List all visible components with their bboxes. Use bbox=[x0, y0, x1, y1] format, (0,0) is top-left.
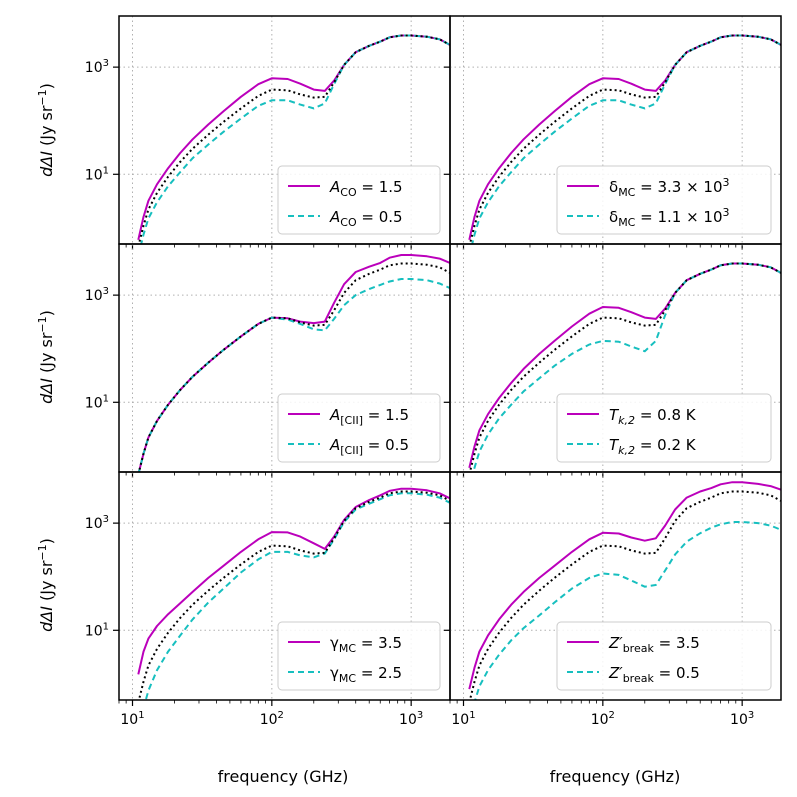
legend-entry: γMC = 2.5 bbox=[330, 664, 402, 685]
panel-T_k2: Tk,2 = 0.8 K Tk,2 = 0.2 K bbox=[444, 243, 782, 478]
series-line-fiducial bbox=[137, 34, 450, 244]
legend-box bbox=[556, 393, 772, 463]
y-axis-label-row-1: dΔI (Jy sr−1) bbox=[36, 83, 56, 177]
x-tick-label: 101 bbox=[120, 710, 144, 728]
panel-A_CII: 101 103 A[CII] = 1.5 A[CII] = 0.5 bbox=[85, 243, 451, 478]
legend: δMC = 3.3 × 103 δMC = 1.1 × 103 bbox=[556, 165, 772, 235]
legend-entry: Z′break = 0.5 bbox=[608, 664, 700, 685]
panel-Z_break: 101 102 103 Z′break = 3.5 Z′break = 0.5 bbox=[444, 471, 782, 728]
legend-entry: Tk,2 = 0.2 K bbox=[609, 436, 697, 457]
series-line-fiducial bbox=[468, 262, 781, 472]
x-tick-label: 102 bbox=[260, 710, 284, 728]
series-line-fiducial bbox=[468, 490, 781, 700]
panel-A_CO: 101 103 ACO = 1.5 ACO = 0.5 bbox=[85, 15, 451, 250]
legend-entry: A[CII] = 1.5 bbox=[329, 406, 409, 427]
x-tick-label: 103 bbox=[730, 710, 754, 728]
legend-entry: δMC = 3.3 × 103 bbox=[609, 176, 730, 199]
legend-entry: δMC = 1.1 × 103 bbox=[609, 206, 730, 229]
legend-entry: Z′break = 3.5 bbox=[608, 634, 700, 655]
legend-entry: Tk,2 = 0.8 K bbox=[609, 406, 697, 427]
y-tick-label: 103 bbox=[85, 514, 109, 532]
series-line-low bbox=[137, 278, 450, 472]
y-tick-label: 101 bbox=[85, 621, 109, 639]
panel-gamma_MC: 101 103 101 102 103 γMC = 3.5 γMC = 2.5 bbox=[85, 471, 451, 728]
x-axis-label-right: frequency (GHz) bbox=[550, 767, 681, 786]
legend: A[CII] = 1.5 A[CII] = 0.5 bbox=[277, 393, 441, 463]
legend-box bbox=[556, 165, 772, 235]
legend: ACO = 1.5 ACO = 0.5 bbox=[277, 165, 441, 235]
plot-frame bbox=[449, 471, 782, 701]
series-line-low bbox=[144, 492, 450, 700]
legend-box bbox=[556, 621, 772, 691]
x-axis-label-left: frequency (GHz) bbox=[218, 767, 349, 786]
series-line-fiducial bbox=[137, 262, 450, 472]
y-tick-label: 103 bbox=[85, 58, 109, 76]
series-line-low bbox=[474, 521, 781, 700]
legend: Tk,2 = 0.8 K Tk,2 = 0.2 K bbox=[556, 393, 772, 463]
series-line-high bbox=[468, 481, 781, 690]
series-line-high bbox=[137, 487, 450, 675]
legend-entry: A[CII] = 0.5 bbox=[329, 436, 409, 457]
legend-entry: γMC = 3.5 bbox=[330, 634, 402, 655]
x-tick-label: 101 bbox=[451, 710, 475, 728]
legend: Z′break = 3.5 Z′break = 0.5 bbox=[556, 621, 772, 691]
legend-entry: ACO = 0.5 bbox=[329, 208, 403, 229]
series-line-fiducial bbox=[468, 34, 781, 244]
series-line-fiducial bbox=[137, 490, 450, 700]
y-axis-label-row-3: dΔI (Jy sr−1) bbox=[36, 538, 56, 632]
y-tick-label: 103 bbox=[85, 286, 109, 304]
x-tick-label: 103 bbox=[399, 710, 423, 728]
panel-delta_MC: δMC = 3.3 × 103 δMC = 1.1 × 103 bbox=[444, 15, 782, 250]
legend-entry: ACO = 1.5 bbox=[329, 178, 403, 199]
x-tick-label: 102 bbox=[591, 710, 615, 728]
legend: γMC = 3.5 γMC = 2.5 bbox=[277, 621, 441, 691]
y-tick-label: 101 bbox=[85, 393, 109, 411]
y-axis-label-row-2: dΔI (Jy sr−1) bbox=[36, 310, 56, 404]
y-tick-label: 101 bbox=[85, 165, 109, 183]
